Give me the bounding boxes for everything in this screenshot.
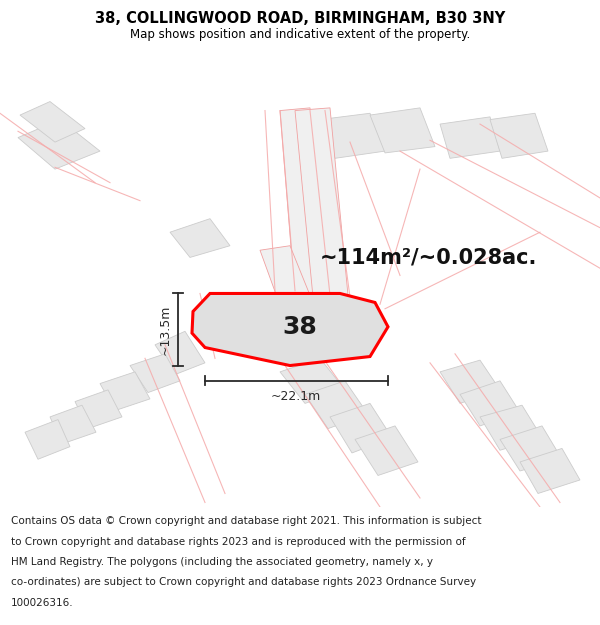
Polygon shape <box>500 426 562 471</box>
Polygon shape <box>280 108 330 297</box>
Polygon shape <box>355 426 418 476</box>
Polygon shape <box>100 372 150 411</box>
Polygon shape <box>260 246 310 300</box>
Polygon shape <box>25 419 70 459</box>
Text: co-ordinates) are subject to Crown copyright and database rights 2023 Ordnance S: co-ordinates) are subject to Crown copyr… <box>11 578 476 587</box>
Polygon shape <box>18 119 100 169</box>
Polygon shape <box>305 381 368 429</box>
Text: to Crown copyright and database rights 2023 and is reproduced with the permissio: to Crown copyright and database rights 2… <box>11 537 466 547</box>
Polygon shape <box>370 108 435 153</box>
Polygon shape <box>440 117 500 158</box>
Text: Contains OS data © Crown copyright and database right 2021. This information is : Contains OS data © Crown copyright and d… <box>11 516 481 526</box>
Text: 38: 38 <box>283 315 317 339</box>
Polygon shape <box>75 390 122 429</box>
Polygon shape <box>460 381 520 426</box>
Polygon shape <box>130 354 180 392</box>
Polygon shape <box>295 108 348 297</box>
Text: ~13.5m: ~13.5m <box>158 304 172 355</box>
Polygon shape <box>170 219 230 258</box>
Polygon shape <box>320 113 385 158</box>
Polygon shape <box>520 448 580 494</box>
Polygon shape <box>480 405 542 450</box>
Polygon shape <box>192 294 388 366</box>
Text: 100026316.: 100026316. <box>11 598 73 608</box>
Text: ~114m²/~0.028ac.: ~114m²/~0.028ac. <box>320 248 538 268</box>
Polygon shape <box>490 113 548 158</box>
Polygon shape <box>280 358 345 403</box>
Text: 38, COLLINGWOOD ROAD, BIRMINGHAM, B30 3NY: 38, COLLINGWOOD ROAD, BIRMINGHAM, B30 3N… <box>95 11 505 26</box>
Text: Map shows position and indicative extent of the property.: Map shows position and indicative extent… <box>130 28 470 41</box>
Polygon shape <box>440 360 500 403</box>
Text: HM Land Registry. The polygons (including the associated geometry, namely x, y: HM Land Registry. The polygons (includin… <box>11 557 433 567</box>
Polygon shape <box>155 331 205 374</box>
Polygon shape <box>330 403 392 453</box>
Polygon shape <box>20 101 85 142</box>
Polygon shape <box>50 405 96 444</box>
Text: ~22.1m: ~22.1m <box>271 389 321 402</box>
